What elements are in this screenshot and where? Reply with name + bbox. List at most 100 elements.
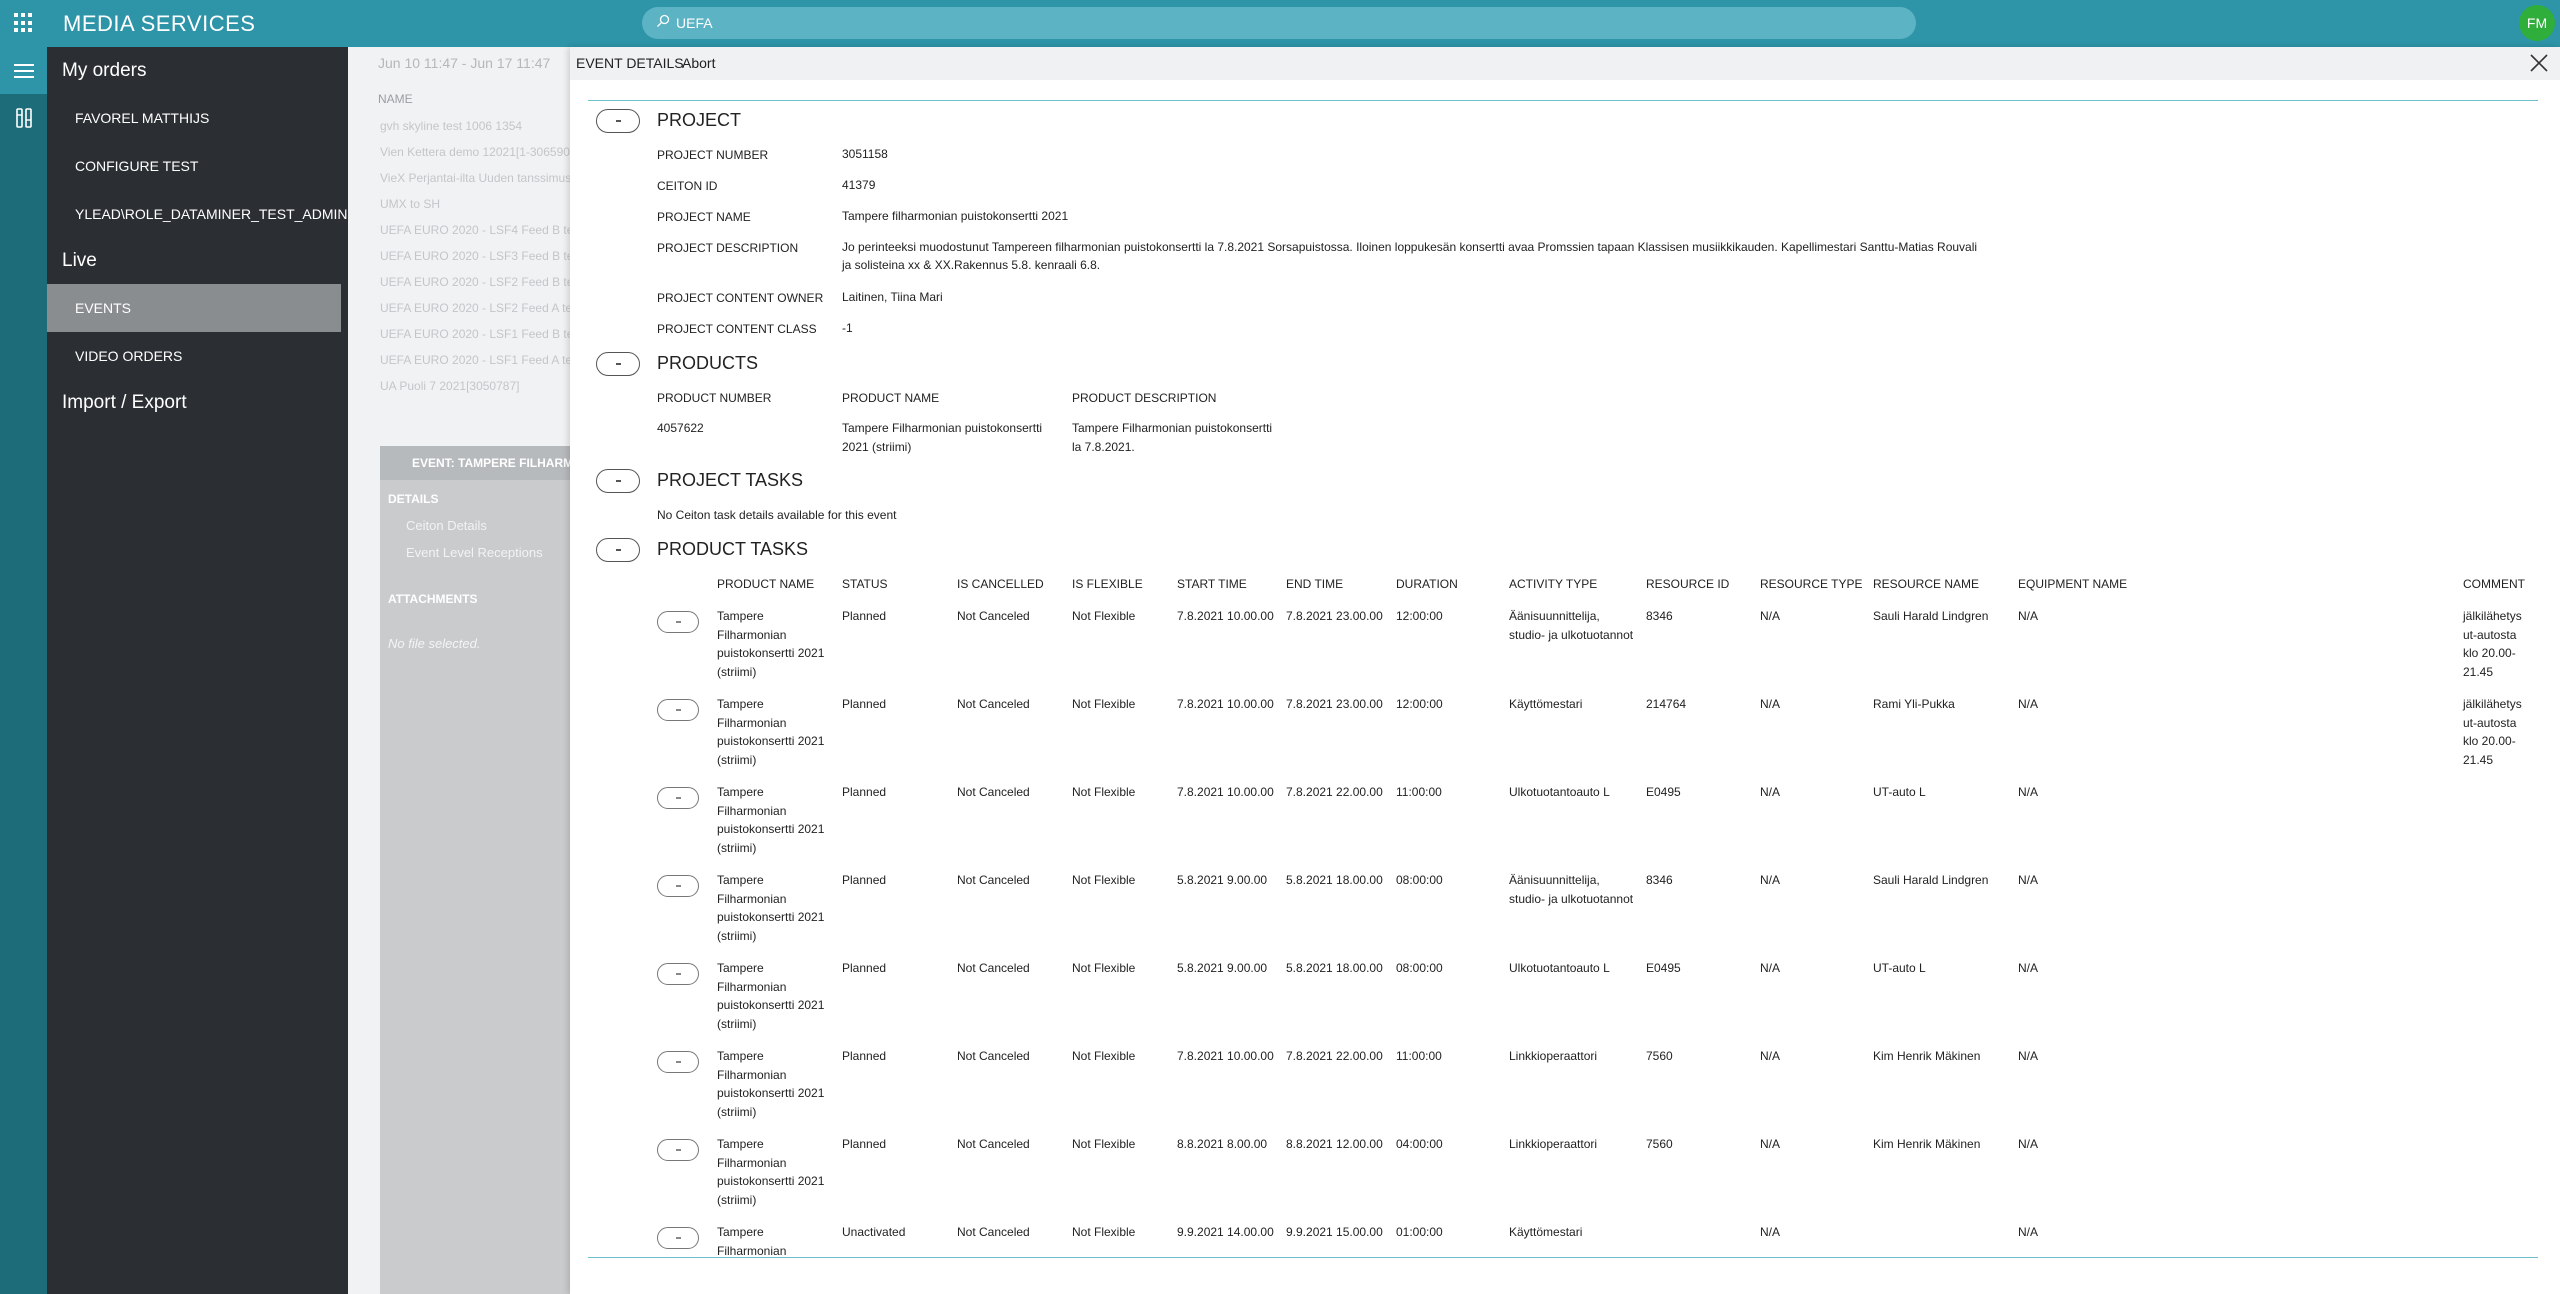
task-cell-activity-type: Linkkioperaattori bbox=[1509, 1137, 1598, 1151]
field-label: PROJECT NAME bbox=[657, 210, 751, 224]
task-row-expand-toggle[interactable] bbox=[657, 1051, 699, 1073]
task-cell-is-cancelled: Not Canceled bbox=[957, 697, 1030, 711]
list-item[interactable]: UA Puoli 7 2021[3050787] bbox=[380, 379, 520, 393]
task-cell-start-time: 5.8.2021 9.00.00 bbox=[1177, 873, 1268, 887]
task-cell-is-flexible: Not Flexible bbox=[1072, 961, 1136, 975]
task-cell-is-flexible: Not Flexible bbox=[1072, 785, 1136, 799]
field-label: PROJECT CONTENT CLASS bbox=[657, 322, 817, 336]
product-tasks-collapse-toggle[interactable] bbox=[596, 538, 640, 562]
product-number: 4057622 bbox=[657, 421, 704, 435]
column-header-resource-name: RESOURCE NAME bbox=[1873, 577, 1980, 591]
nav-group-my-orders[interactable]: My orders bbox=[62, 60, 147, 81]
task-row-expand-toggle[interactable] bbox=[657, 611, 699, 633]
task-row-expand-toggle[interactable] bbox=[657, 1227, 699, 1249]
task-cell-is-cancelled: Not Canceled bbox=[957, 873, 1030, 887]
task-cell-is-cancelled: Not Canceled bbox=[957, 1137, 1030, 1151]
list-item[interactable]: UEFA EURO 2020 - LSF3 Feed B test bbox=[380, 249, 580, 263]
task-cell-start-time: 9.9.2021 14.00.00 bbox=[1177, 1225, 1274, 1239]
nav-group-import-export[interactable]: Import / Export bbox=[62, 392, 187, 413]
search-icon bbox=[657, 14, 670, 27]
list-item[interactable]: UEFA EURO 2020 - LSF4 Feed B test bbox=[380, 223, 580, 237]
nav-group-live[interactable]: Live bbox=[62, 250, 97, 271]
task-cell-is-flexible: Not Flexible bbox=[1072, 1049, 1136, 1063]
task-cell-equipment-name: N/A bbox=[2018, 785, 2039, 799]
event-summary-card: EVENT: TAMPERE FILHARMONIA DETAILS Ceito… bbox=[380, 446, 580, 1294]
nav-item-events[interactable]: EVENTS bbox=[47, 284, 341, 332]
task-cell-duration: 08:00:00 bbox=[1396, 961, 1443, 975]
task-row-expand-toggle[interactable] bbox=[657, 875, 699, 897]
task-cell-start-time: 8.8.2021 8.00.00 bbox=[1177, 1137, 1268, 1151]
left-rail bbox=[0, 47, 47, 1294]
nav-item-video-orders[interactable]: VIDEO ORDERS bbox=[75, 348, 183, 364]
column-header-equipment-name: EQUIPMENT NAME bbox=[2018, 577, 2128, 591]
search-bar[interactable]: UEFA bbox=[642, 7, 1916, 39]
date-range[interactable]: Jun 10 11:47 - Jun 17 11:47 bbox=[378, 55, 551, 71]
task-cell-product-name: Tampere Filharmonian puistokonsertti 202… bbox=[717, 1137, 825, 1207]
list-item[interactable]: UEFA EURO 2020 - LSF1 Feed B test bbox=[380, 327, 580, 341]
list-item[interactable]: UEFA EURO 2020 - LSF2 Feed B test bbox=[380, 275, 580, 289]
no-tasks-message: No Ceiton task details available for thi… bbox=[657, 508, 897, 522]
task-cell-end-time: 8.8.2021 12.00.00 bbox=[1286, 1137, 1383, 1151]
product-description: Tampere Filharmonian puistokonsertti la … bbox=[1072, 421, 1273, 454]
event-details-panel: EVENT DETAILS Abort PROJECT PROJECT NUMB… bbox=[570, 47, 2560, 1294]
close-icon[interactable] bbox=[2528, 52, 2550, 74]
task-row-expand-toggle[interactable] bbox=[657, 699, 699, 721]
hamburger-menu-icon[interactable] bbox=[0, 47, 47, 94]
list-item[interactable]: VieX Perjantai-ilta Uuden tanssimusiikin bbox=[380, 171, 580, 185]
list-item[interactable]: UEFA EURO 2020 - LSF2 Feed A test bbox=[380, 301, 580, 315]
task-cell-resource-type: N/A bbox=[1760, 785, 1781, 799]
app-launcher-icon[interactable] bbox=[14, 13, 34, 33]
project-tasks-collapse-toggle[interactable] bbox=[596, 469, 640, 493]
column-header-status: STATUS bbox=[842, 577, 888, 591]
task-cell-equipment-name: N/A bbox=[2018, 609, 2039, 623]
column-header-resource-id: RESOURCE ID bbox=[1646, 577, 1730, 591]
project-collapse-toggle[interactable] bbox=[596, 109, 640, 133]
list-item[interactable]: Vien Kettera demo 12021[1-306590] bbox=[380, 145, 574, 159]
nav-item-favorel-matthijs[interactable]: FAVOREL MATTHIJS bbox=[75, 110, 210, 126]
field-value: Tampere filharmonian puistokonsertti 202… bbox=[842, 209, 1069, 223]
list-item[interactable]: UMX to SH bbox=[380, 197, 441, 211]
top-bar: MEDIA SERVICES UEFA FM bbox=[0, 0, 2560, 47]
task-cell-start-time: 7.8.2021 10.00.00 bbox=[1177, 697, 1274, 711]
list-item[interactable]: UEFA EURO 2020 - LSF1 Feed A test bbox=[380, 353, 580, 367]
task-cell-product-name: Tampere Filharmonian puistokonsertti 202… bbox=[717, 785, 825, 855]
column-header: PRODUCT NAME bbox=[842, 391, 940, 405]
event-level-receptions-link[interactable]: Event Level Receptions bbox=[406, 545, 543, 560]
task-cell-resource-name: Sauli Harald Lindgren bbox=[1873, 609, 1989, 623]
column-header: PRODUCT NUMBER bbox=[657, 391, 772, 405]
product-name: Tampere Filharmonian puistokonsertti 202… bbox=[842, 421, 1043, 454]
attachments-heading: ATTACHMENTS bbox=[388, 592, 478, 606]
field-label: PROJECT NUMBER bbox=[657, 148, 769, 162]
task-cell-resource-name: Rami Yli-Pukka bbox=[1873, 697, 1955, 711]
ceiton-details-link[interactable]: Ceiton Details bbox=[406, 518, 487, 533]
task-cell-product-name: Tampere Filharmonian puistokonsertti 202… bbox=[717, 873, 825, 943]
abort-button[interactable]: Abort bbox=[682, 55, 716, 71]
project-section-title: PROJECT bbox=[657, 110, 742, 130]
task-cell-activity-type: Ulkotuotantoauto L bbox=[1509, 961, 1610, 975]
task-cell-end-time: 7.8.2021 23.00.00 bbox=[1286, 697, 1383, 711]
field-label: CEITON ID bbox=[657, 179, 718, 193]
task-cell-duration: 11:00:00 bbox=[1396, 1049, 1442, 1063]
search-input[interactable]: UEFA bbox=[676, 15, 713, 31]
list-item[interactable]: gvh skyline test 1006 1354 bbox=[380, 119, 523, 133]
nav-item-role-dataminer[interactable]: YLEAD\ROLE_DATAMINER_TEST_ADMIN bbox=[75, 206, 348, 222]
task-cell-is-cancelled: Not Canceled bbox=[957, 785, 1030, 799]
task-cell-duration: 12:00:00 bbox=[1396, 697, 1443, 711]
field-value: 41379 bbox=[842, 178, 876, 192]
task-cell-status: Planned bbox=[842, 961, 887, 975]
products-collapse-toggle[interactable] bbox=[596, 352, 640, 376]
field-value: Laitinen, Tiina Mari bbox=[842, 290, 943, 304]
task-row-expand-toggle[interactable] bbox=[657, 1139, 699, 1161]
task-cell-start-time: 7.8.2021 10.00.00 bbox=[1177, 609, 1274, 623]
task-cell-resource-type: N/A bbox=[1760, 1225, 1781, 1239]
task-cell-equipment-name: N/A bbox=[2018, 1137, 2039, 1151]
name-column-header[interactable]: NAME bbox=[378, 92, 413, 106]
task-row-expand-toggle[interactable] bbox=[657, 963, 699, 985]
nav-item-configure-test[interactable]: CONFIGURE TEST bbox=[75, 158, 199, 174]
task-cell-resource-name: Sauli Harald Lindgren bbox=[1873, 873, 1989, 887]
task-cell-end-time: 7.8.2021 22.00.00 bbox=[1286, 1049, 1383, 1063]
task-cell-duration: 01:00:00 bbox=[1396, 1225, 1443, 1239]
tools-icon[interactable] bbox=[0, 94, 47, 141]
task-row-expand-toggle[interactable] bbox=[657, 787, 699, 809]
user-avatar[interactable]: FM bbox=[2519, 5, 2555, 41]
